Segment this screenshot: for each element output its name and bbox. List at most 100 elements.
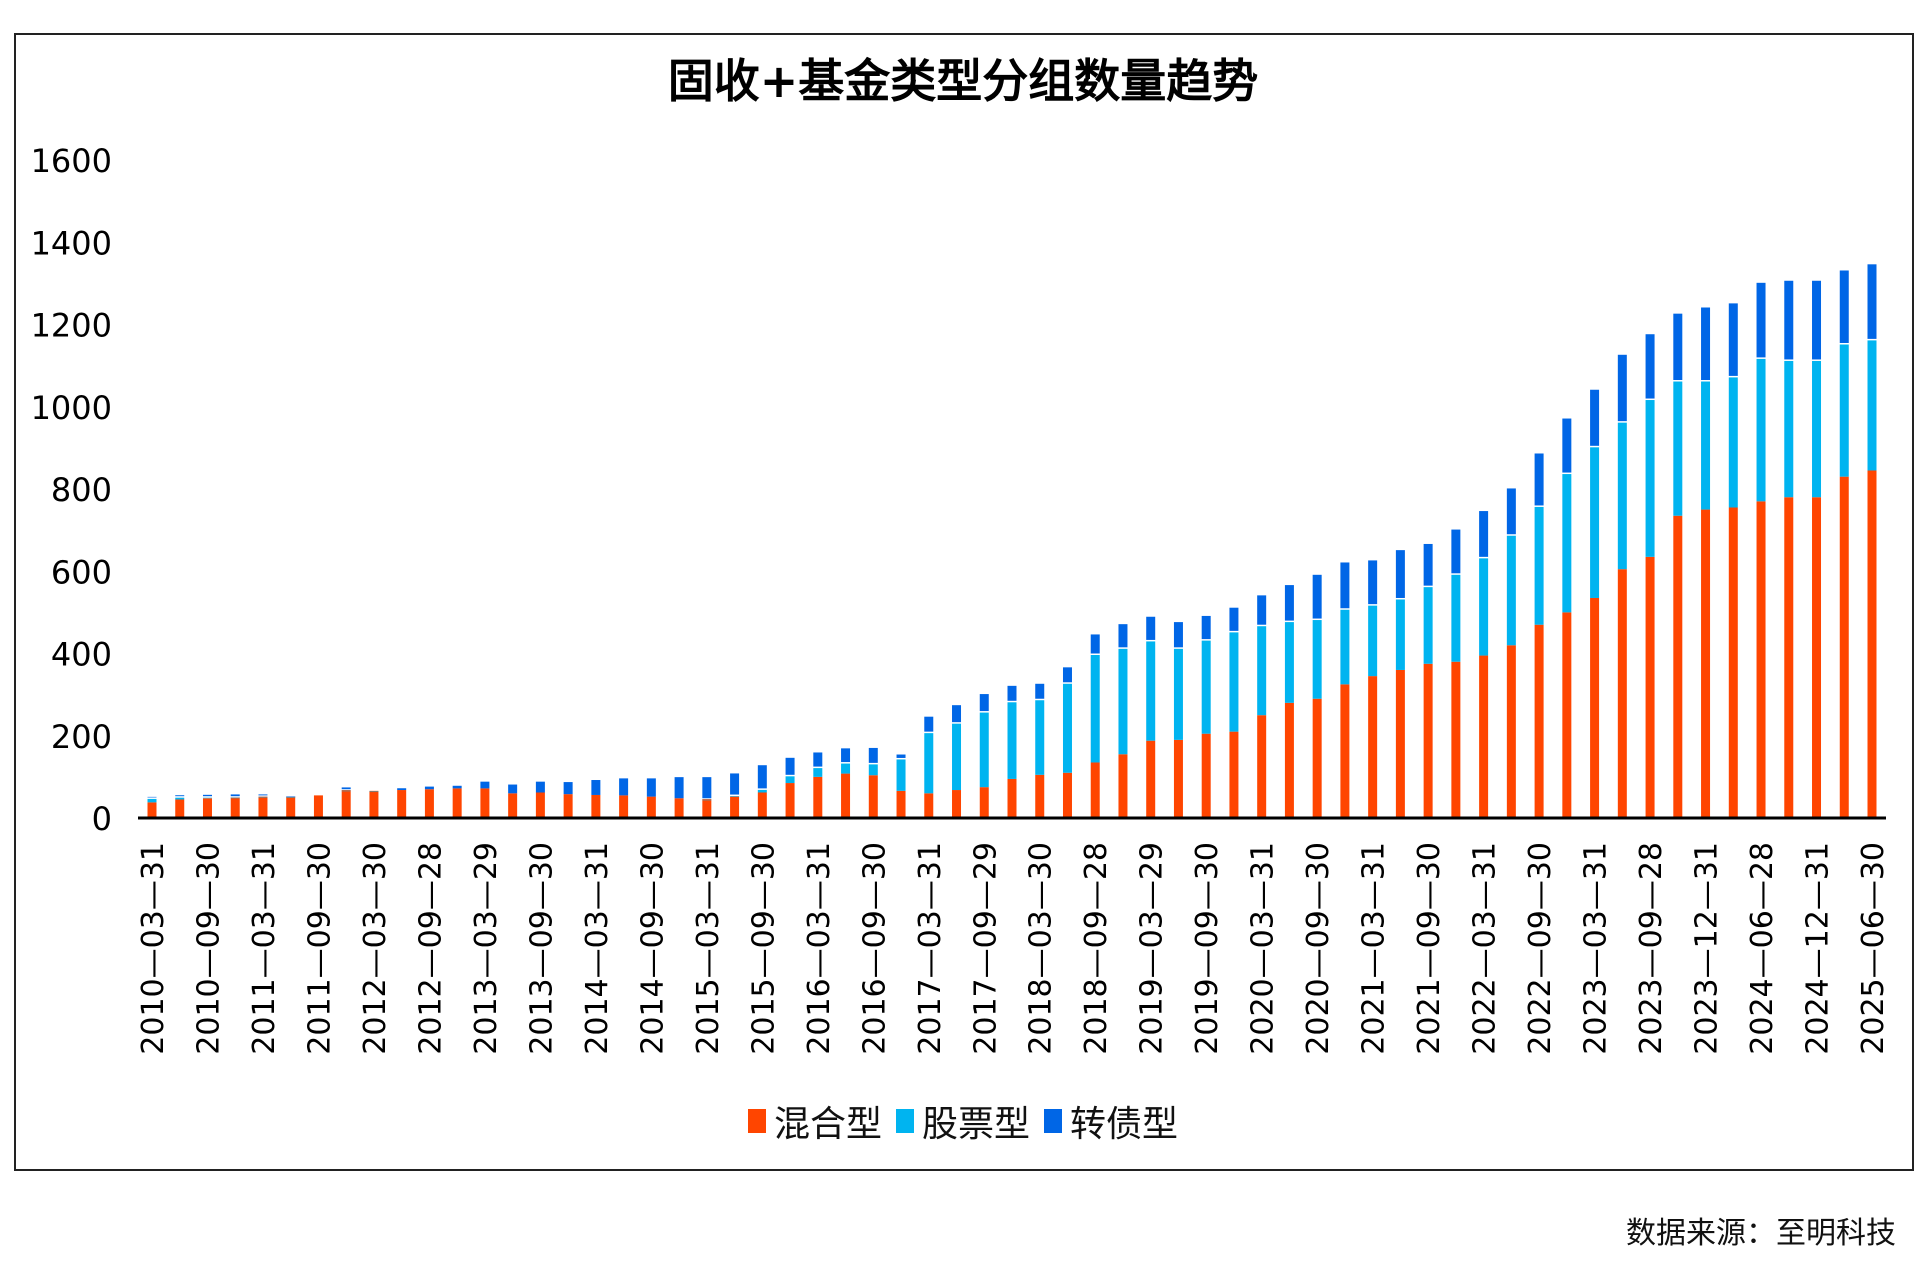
bar-segment-convertible [1201,615,1211,640]
x-tick-label: 2023—09—28 [1634,842,1669,1055]
x-tick-label: 2016—09—30 [857,842,892,1055]
x-tick-label: 2015—03—31 [691,842,726,1055]
x-tick-label: 2017—03—31 [913,842,948,1055]
x-tick-label: 2018—09—28 [1079,842,1114,1055]
bar-segment-hybrid [1506,645,1516,818]
bar-segment-hybrid [952,790,962,818]
bar-segment-equity [896,759,906,791]
bar-segment-convertible [230,794,240,797]
chart-title: 固收+基金类型分组数量趋势 [667,54,1259,108]
bar-segment-convertible [1479,511,1489,557]
y-tick-label: 1200 [31,307,112,345]
x-tick-label: 2021—09—30 [1412,842,1447,1055]
x-tick-label: 2014—03—31 [580,842,615,1055]
bar-segment-hybrid [286,796,296,818]
bar-segment-hybrid [591,794,601,818]
legend-item-equity: 股票型 [895,1095,1030,1147]
x-tick-label: 2019—09—30 [1190,842,1225,1055]
bar-segment-convertible [1284,585,1294,621]
bar-segment-hybrid [1784,497,1794,818]
legend-swatch-hybrid [747,1109,766,1133]
bar-segment-equity [286,797,296,798]
bar-segment-convertible [1506,488,1516,535]
bar-segment-hybrid [397,790,407,818]
bar-segment-equity [702,799,712,801]
bar-segment-hybrid [702,799,712,818]
bar-segment-hybrid [341,790,351,818]
bar-segment-convertible [785,757,795,775]
x-tick-label: 2013—03—29 [469,842,504,1055]
bar-segment-hybrid [1423,663,1433,818]
bar-segment-equity [1728,377,1738,508]
bar-segment-hybrid [757,792,767,818]
bar-segment-convertible [1312,574,1322,619]
bar-segment-convertible [452,785,462,789]
bar-segment-hybrid [730,796,740,818]
legend-label-convertible: 转债型 [1070,1104,1179,1145]
bar-segment-equity [258,796,268,798]
bar-segment-hybrid [1173,739,1183,818]
x-tick-label: 2011—09—30 [302,842,337,1055]
bar-segment-equity [230,797,240,799]
bar-segment-equity [1812,360,1822,498]
bar-segment-equity [1534,506,1544,625]
bar-segment-equity [1506,535,1516,646]
bar-segment-hybrid [1340,684,1350,818]
bar-segment-hybrid [202,798,212,818]
y-tick-label: 1400 [31,224,112,262]
x-tick-label: 2012—09—28 [413,842,448,1055]
bar-segment-equity [730,796,740,797]
bar-segment-equity [1229,632,1239,732]
bar-segment-convertible [1839,270,1849,344]
bar-segment-equity [952,723,962,791]
bar-segment-equity [1368,605,1378,677]
bar-segment-hybrid [1312,698,1322,818]
bar-segment-equity [147,798,157,803]
x-tick-label: 2014—09—30 [635,842,670,1055]
bar-segment-hybrid [1673,515,1683,818]
bar-segment-hybrid [1118,754,1128,818]
bar-segment-convertible [757,765,767,789]
x-tick-label: 2020—03—31 [1246,842,1281,1055]
x-tick-label: 2023—12—31 [1690,842,1725,1055]
bar-segment-convertible [286,796,296,797]
x-tick-label: 2013—09—30 [524,842,559,1055]
bar-segment-convertible [868,747,878,763]
bar-segment-equity [979,712,989,788]
y-tick-label: 800 [51,471,112,509]
bar-segment-hybrid [1756,501,1766,818]
x-tick-label: 2015—09—30 [746,842,781,1055]
bar-segment-equity [1867,340,1877,471]
bar-segment-equity [785,776,795,784]
bar-segment-hybrid [535,792,545,818]
bar-segment-equity [1590,447,1600,598]
bar-segment-hybrid [841,773,851,818]
bar-segment-convertible [1673,313,1683,381]
bar-segment-convertible [896,754,906,758]
bar-segment-equity [1839,344,1849,477]
bar-segment-equity [1701,381,1711,510]
bar-segment-convertible [147,796,157,798]
bar-segment-convertible [1257,595,1267,625]
y-tick-label: 1000 [31,389,112,427]
bar-segment-hybrid [1617,569,1627,818]
bar-segment-convertible [1756,282,1766,358]
bar-segment-equity [813,768,823,777]
bar-segment-convertible [397,788,407,791]
legend-swatch-convertible [1044,1109,1062,1133]
bar-segment-hybrid [868,775,878,818]
bar-segment-hybrid [619,795,629,818]
bar-segment-convertible [1368,560,1378,605]
bar-segment-equity [1173,648,1183,740]
bar-segment-equity [1451,574,1461,662]
bar-segment-hybrid [1451,661,1461,818]
bar-segment-hybrid [258,796,268,818]
bar-segment-hybrid [1007,778,1017,818]
bar-segment-equity [1423,587,1433,664]
bar-segment-hybrid [1257,715,1267,818]
bar-segment-hybrid [1534,624,1544,818]
x-tick-label: 2019—03—29 [1135,842,1170,1055]
bar-segment-convertible [1867,264,1877,339]
bar-segment-convertible [563,782,573,795]
x-tick-label: 2018—03—30 [1024,842,1059,1055]
